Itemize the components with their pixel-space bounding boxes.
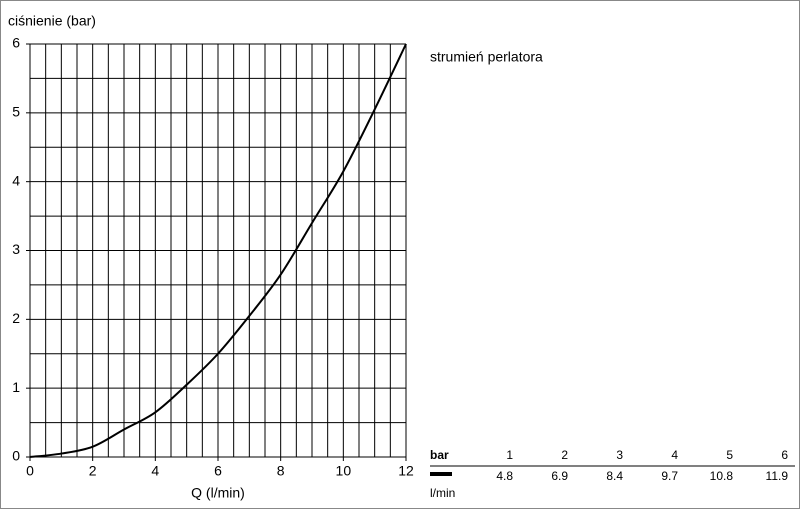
x-tick-label: 8: [277, 463, 285, 479]
y-tick-label: 2: [12, 310, 20, 326]
table-pressure: 6: [781, 448, 788, 462]
x-tick-label: 2: [89, 463, 97, 479]
x-tick-label: 10: [336, 463, 352, 479]
x-tick-label: 12: [398, 463, 414, 479]
table-pressure: 1: [506, 448, 513, 462]
table-flow: 4.8: [496, 469, 513, 483]
y-tick-label: 1: [12, 379, 20, 395]
table-pressure: 3: [616, 448, 623, 462]
table-flow: 10.8: [710, 469, 734, 483]
table-flow: 9.7: [661, 469, 678, 483]
x-tick-label: 0: [26, 463, 34, 479]
table-pressure: 4: [671, 448, 678, 462]
table-flow: 6.9: [551, 469, 568, 483]
x-tick-label: 4: [151, 463, 159, 479]
legend-label: strumień perlatora: [430, 49, 543, 65]
table-unit: l/min: [430, 486, 455, 500]
table-flow: 11.9: [766, 469, 789, 483]
series-line: [29, 43, 407, 458]
table-flow: 8.4: [606, 469, 623, 483]
table-pressure: 5: [726, 448, 733, 462]
y-tick-label: 4: [12, 172, 20, 188]
x-tick-label: 6: [214, 463, 222, 479]
y-tick-label: 0: [12, 448, 20, 464]
x-axis-label: Q (l/min): [191, 485, 245, 501]
table-pressure: 2: [561, 448, 568, 462]
y-axis-label: ciśnienie (bar): [8, 13, 96, 29]
table-header: bar: [430, 448, 449, 462]
y-tick-label: 6: [12, 35, 20, 51]
y-tick-label: 5: [12, 104, 20, 120]
y-tick-label: 3: [12, 241, 20, 257]
